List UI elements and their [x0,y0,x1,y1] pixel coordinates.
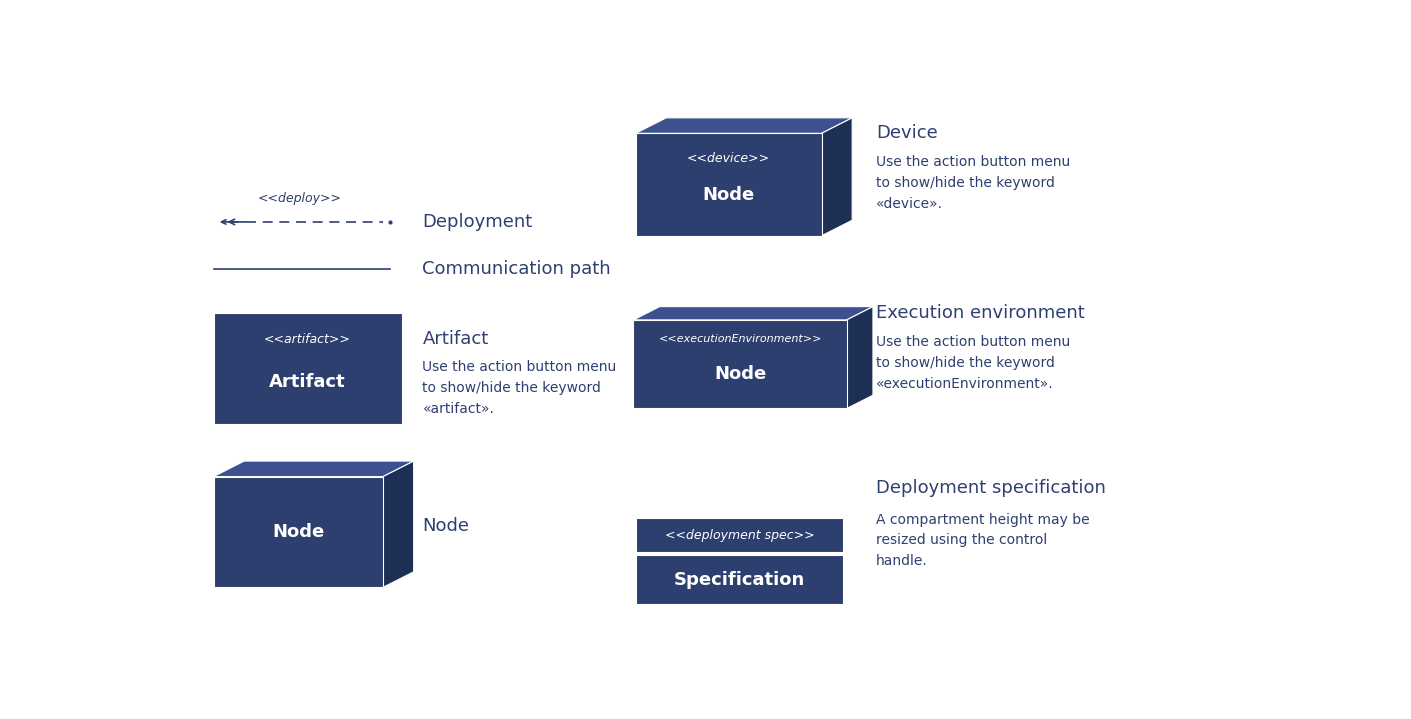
Polygon shape [847,306,873,408]
Text: Use the action button menu
to show/hide the keyword
«artifact».: Use the action button menu to show/hide … [422,360,617,416]
Text: Communication path: Communication path [422,260,611,278]
Text: <<deploy>>: <<deploy>> [258,192,341,206]
Polygon shape [636,118,852,133]
Polygon shape [634,306,873,320]
Text: Use the action button menu
to show/hide the keyword
«executionEnvironment».: Use the action button menu to show/hide … [876,335,1071,390]
Bar [636,518,844,552]
Polygon shape [382,461,413,587]
Bar [636,133,821,236]
Text: A compartment height may be
resized using the control
handle.: A compartment height may be resized usin… [876,513,1089,568]
Text: Node: Node [422,518,470,536]
Text: Node: Node [703,186,755,203]
Text: Node: Node [272,523,325,541]
Text: Node: Node [714,365,766,383]
Text: <<deployment spec>>: <<deployment spec>> [665,528,814,542]
Text: <<device>>: <<device>> [687,152,770,165]
Text: Artifact: Artifact [422,329,488,347]
Polygon shape [821,118,852,236]
Text: Deployment: Deployment [422,213,533,231]
Text: Specification: Specification [674,571,806,589]
Text: Execution environment: Execution environment [876,303,1085,321]
Bar [213,477,382,587]
Bar [213,313,402,424]
Text: Device: Device [876,124,938,142]
Text: Artifact: Artifact [270,373,346,391]
Bar [636,555,844,604]
Polygon shape [213,461,413,477]
Text: <<executionEnvironment>>: <<executionEnvironment>> [659,334,821,344]
Text: Use the action button menu
to show/hide the keyword
«device».: Use the action button menu to show/hide … [876,155,1071,211]
Bar [634,320,847,408]
Text: Deployment specification: Deployment specification [876,479,1106,497]
Text: <<artifact>>: <<artifact>> [264,334,351,347]
